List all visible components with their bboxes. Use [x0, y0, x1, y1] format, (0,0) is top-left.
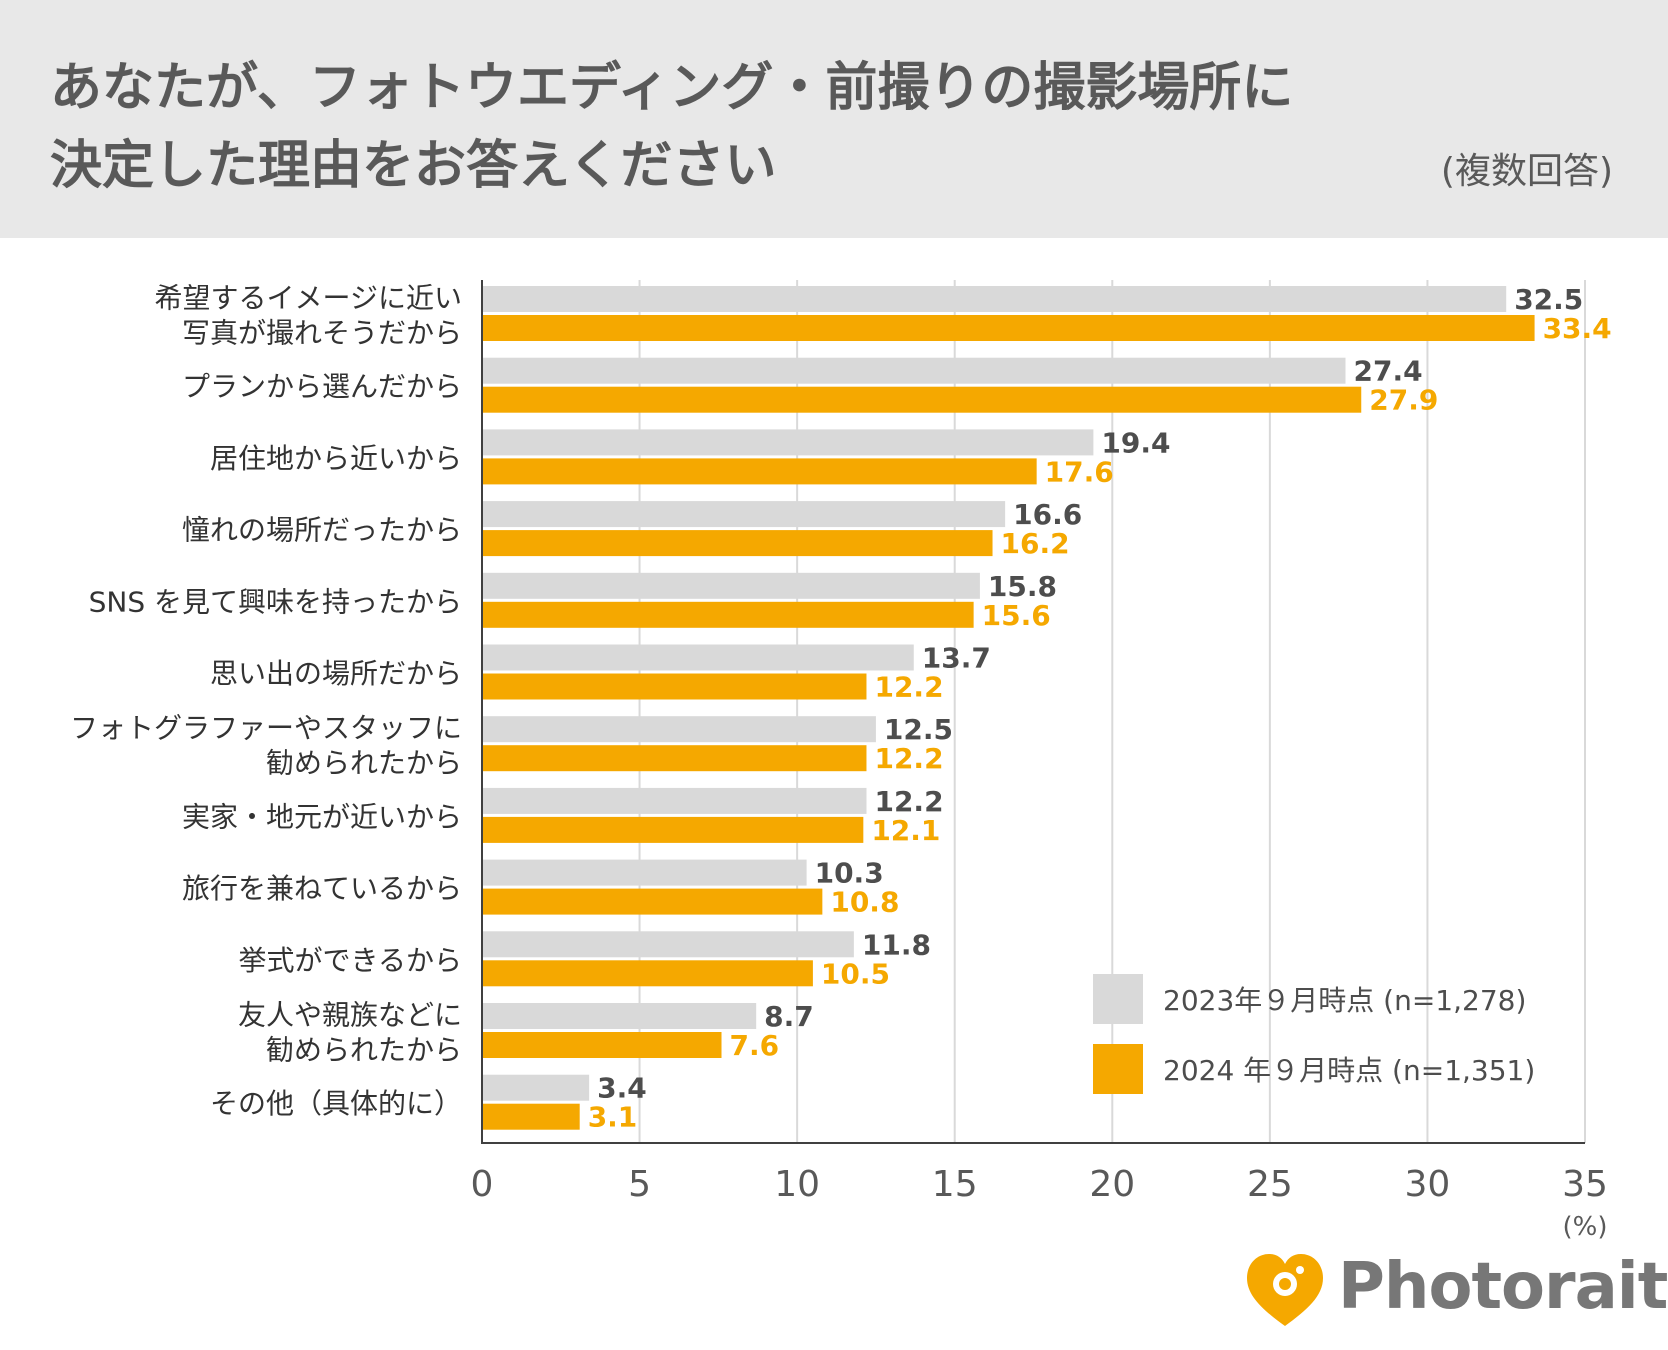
value-label-2023: 16.6	[1013, 498, 1082, 531]
bar-2024	[482, 1103, 580, 1130]
bar-2023	[482, 357, 1346, 384]
bar-2024	[482, 458, 1037, 485]
category-label: 挙式ができるから	[239, 944, 462, 977]
value-label-2024: 15.6	[982, 599, 1051, 632]
x-tick-label: 25	[1247, 1164, 1293, 1205]
value-label-2024: 27.9	[1369, 384, 1438, 417]
category-label: フォトグラファーやスタッフに	[70, 712, 462, 745]
bar-2024	[482, 386, 1362, 413]
value-label-2023: 32.5	[1514, 283, 1583, 316]
value-label-2024: 12.2	[874, 671, 943, 704]
brand-name: Photorait	[1338, 1250, 1668, 1324]
multiple-answer-note: (複数回答)	[1440, 151, 1613, 192]
unit-label: (%)	[1563, 1212, 1608, 1242]
legend-swatch-2024	[1093, 1044, 1143, 1094]
category-label: 居住地から近いから	[210, 442, 462, 475]
category-label: 希望するイメージに近い	[155, 282, 462, 315]
value-label-2024: 12.2	[874, 742, 943, 775]
value-label-2024: 10.5	[821, 957, 890, 990]
value-label-2024: 16.2	[1001, 527, 1070, 560]
bar-2023	[482, 429, 1094, 456]
legend-swatch-2023	[1093, 974, 1143, 1024]
photorait-logo	[1247, 1254, 1323, 1326]
header-banner: あなたが、フォトウエディング・前撮りの撮影場所に 決定した理由をお答えください …	[0, 0, 1668, 238]
bar-2023	[482, 644, 914, 671]
bar-2024	[482, 1032, 722, 1058]
bar-2023	[482, 501, 1006, 528]
bar-2024	[482, 816, 864, 843]
bar-2023	[482, 716, 876, 743]
bar-2023	[482, 286, 1507, 312]
x-tick-label: 30	[1405, 1164, 1451, 1205]
bar-2023	[482, 787, 867, 814]
legend-label-2023: 2023年９月時点 (n=1,278)	[1163, 984, 1526, 1017]
category-label: プランから選んだから	[182, 370, 462, 403]
x-tick-label: 35	[1562, 1164, 1608, 1205]
value-label-2023: 15.8	[988, 570, 1057, 603]
category-label: 思い出の場所だから	[210, 657, 462, 690]
value-label-2023: 27.4	[1353, 355, 1422, 388]
value-label-2023: 12.2	[874, 785, 943, 818]
value-label-2023: 12.5	[884, 713, 953, 746]
chart-title-line2: 決定した理由をお答えください	[50, 136, 777, 196]
category-label: 友人や親族などに	[238, 999, 462, 1032]
x-tick-label: 0	[471, 1164, 494, 1205]
bar-2023	[482, 931, 854, 958]
x-tick-label: 20	[1089, 1164, 1135, 1205]
bar-2023	[482, 572, 980, 599]
value-label-2024: 10.8	[830, 886, 899, 919]
chart-title-line1: あなたが、フォトウエディング・前撮りの撮影場所に	[50, 58, 1294, 118]
value-label-2023: 19.4	[1101, 426, 1170, 459]
x-tick-label: 15	[932, 1164, 978, 1205]
value-label-2023: 3.4	[597, 1072, 647, 1105]
bar-2024	[482, 960, 813, 987]
value-label-2023: 13.7	[922, 642, 991, 675]
bar-2024	[482, 888, 823, 915]
value-label-2024: 12.1	[871, 814, 940, 847]
value-label-2023: 8.7	[764, 1000, 814, 1033]
category-label: 写真が撮れそうだから	[182, 317, 462, 350]
category-label: 旅行を兼ねているから	[182, 872, 462, 905]
legend-label-2024: 2024 年９月時点 (n=1,351)	[1163, 1054, 1535, 1087]
bar-2024	[482, 530, 993, 557]
x-tick-label: 10	[774, 1164, 820, 1205]
value-label-2023: 10.3	[815, 857, 884, 890]
category-label: 勧められたから	[266, 1034, 462, 1067]
bar-2023	[482, 859, 807, 886]
bar-2024	[482, 745, 867, 772]
category-label: 実家・地元が近いから	[182, 800, 462, 833]
bar-2023	[482, 1003, 757, 1029]
category-label: 憧れの場所だったから	[182, 514, 462, 547]
bar-2024	[482, 315, 1535, 341]
value-label-2024: 3.1	[588, 1101, 638, 1134]
bar-2023	[482, 1074, 590, 1101]
value-label-2024: 17.6	[1045, 455, 1114, 488]
bar-2024	[482, 673, 867, 700]
value-label-2024: 7.6	[730, 1029, 780, 1062]
category-label: SNS を見て興味を持ったから	[89, 585, 462, 618]
category-label: その他（具体的に）	[210, 1087, 462, 1120]
category-label: 勧められたから	[266, 747, 462, 780]
bar-2024	[482, 601, 974, 628]
x-tick-label: 5	[628, 1164, 651, 1205]
value-label-2024: 33.4	[1543, 312, 1612, 345]
value-label-2023: 11.8	[862, 928, 931, 961]
